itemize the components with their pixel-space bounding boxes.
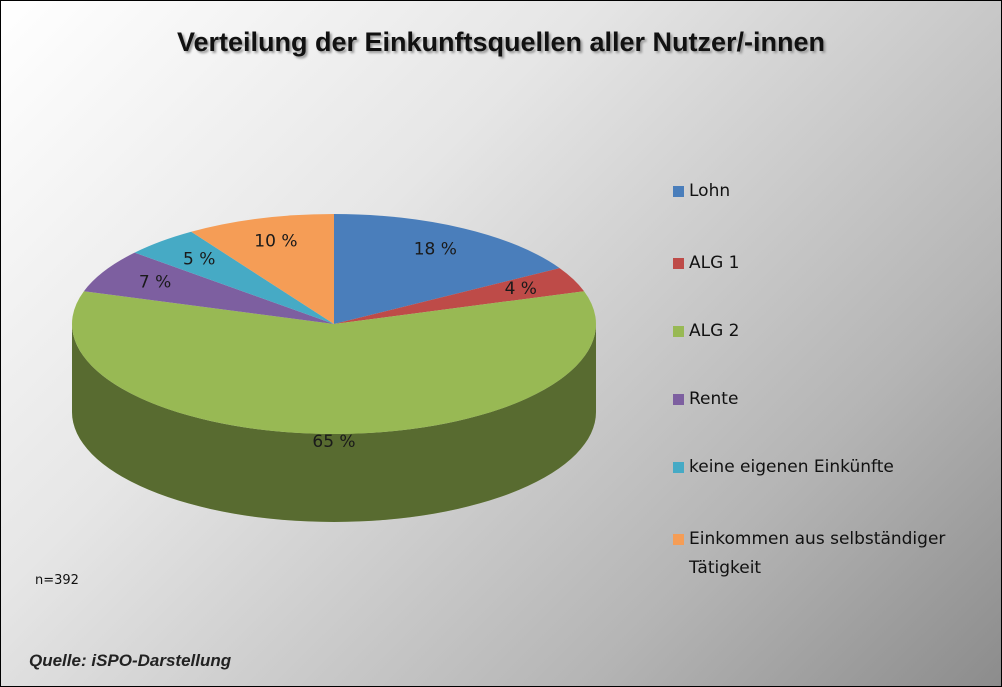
legend-label: Lohn: [689, 181, 731, 201]
legend-label: Rente: [689, 389, 739, 409]
legend-label: ALG 1: [689, 253, 740, 273]
legend-swatch: [673, 258, 684, 269]
legend-item: ALG 1: [673, 249, 1001, 278]
legend-item: Rente: [673, 385, 1001, 414]
chart-title: Verteilung der Einkunftsquellen aller Nu…: [176, 27, 826, 57]
data-label: 65 %: [312, 432, 355, 452]
note: n=392: [35, 573, 79, 588]
legend-item: keine eigenen Einkünfte: [673, 453, 1001, 482]
legend-label: Einkommen aus selbständiger Tätigkeit: [689, 529, 946, 578]
slice: [83, 252, 334, 324]
legend-swatch: [673, 394, 684, 405]
slice-side-shade: [72, 324, 596, 522]
slice: [134, 231, 334, 324]
slice: [72, 291, 596, 434]
legend-swatch: [673, 186, 684, 197]
data-label: 7 %: [139, 273, 171, 293]
data-label: 5 %: [183, 250, 215, 270]
slice-side: [72, 324, 596, 522]
legend-item: Einkommen aus selbständiger Tätigkeit: [673, 525, 1001, 583]
slice: [191, 214, 334, 324]
source: Quelle: iSPO-Darstellung: [29, 651, 232, 670]
legend-item: Lohn: [673, 177, 1001, 206]
legend-swatch: [673, 326, 684, 337]
slice: [334, 214, 560, 324]
legend-label: keine eigenen Einkünfte: [689, 457, 894, 477]
legend-label: ALG 2: [689, 321, 740, 341]
data-label: 4 %: [505, 279, 537, 299]
data-label: 10 %: [254, 232, 297, 252]
data-label: 18 %: [414, 239, 457, 259]
slice: [334, 268, 585, 324]
legend-swatch: [673, 462, 684, 473]
legend-swatch: [673, 534, 684, 545]
legend-item: ALG 2: [673, 317, 1001, 346]
